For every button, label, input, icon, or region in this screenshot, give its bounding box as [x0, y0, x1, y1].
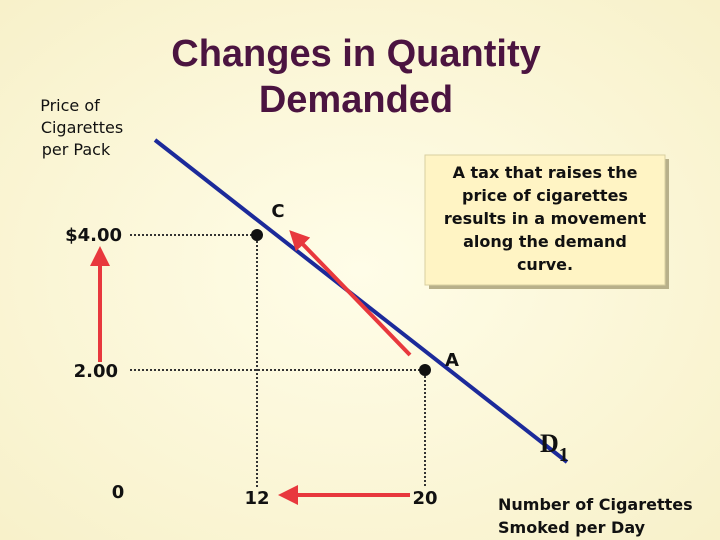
- title-line: Changes in Quantity: [171, 33, 540, 75]
- curve-label-text: D: [540, 429, 559, 458]
- movement-arrow: [289, 230, 412, 357]
- demand-curve: [153, 138, 569, 464]
- x-axis-label: Number of Cigarettes: [498, 495, 693, 514]
- curve-label: D1: [540, 429, 569, 466]
- curve-label-subscript: 1: [559, 444, 569, 466]
- point-a: [419, 364, 431, 376]
- annotation-line: results in a movement: [444, 209, 647, 228]
- point-label: C: [271, 201, 284, 222]
- annotation-line: along the demand: [463, 232, 627, 251]
- y-tick-label: 0: [112, 482, 125, 503]
- point-label: A: [445, 350, 459, 371]
- point-c: [251, 229, 263, 241]
- annotation-line: A tax that raises the: [453, 163, 638, 182]
- x-tick-label: 20: [412, 488, 437, 509]
- y-axis-label: Price of: [40, 96, 100, 115]
- x-axis-label: Smoked per Day: [498, 518, 646, 537]
- y-tick-label: $4.00: [65, 225, 122, 246]
- x-tick-label: 12: [244, 488, 269, 509]
- annotation-box: [424, 154, 666, 286]
- y-axis-label: Cigarettes: [41, 118, 123, 137]
- title-line: Demanded: [259, 79, 453, 121]
- annotation-line: curve.: [517, 255, 573, 274]
- annotation-line: price of cigarettes: [462, 186, 628, 205]
- y-tick-label: 2.00: [74, 361, 118, 382]
- y-axis-label: per Pack: [42, 140, 111, 159]
